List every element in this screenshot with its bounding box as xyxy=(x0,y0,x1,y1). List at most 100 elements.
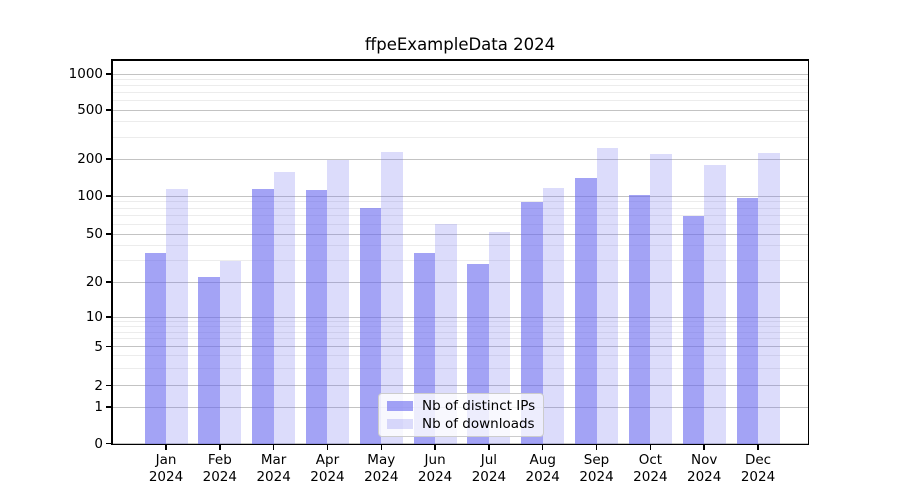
x-tick-mark xyxy=(595,445,598,450)
bar-distinct-ips xyxy=(252,189,274,445)
bar-downloads xyxy=(542,188,565,445)
y-tick-mark xyxy=(106,345,111,348)
axis-spine-right xyxy=(807,59,809,445)
x-tick-label: Mar 2024 xyxy=(256,452,291,485)
bar-downloads xyxy=(381,151,403,445)
x-tick-mark xyxy=(488,445,490,450)
bar-downloads xyxy=(488,231,511,445)
x-tick-mark xyxy=(219,445,221,450)
y-tick-mark xyxy=(106,73,111,75)
major-gridline xyxy=(111,73,809,75)
x-tick-mark xyxy=(757,445,759,450)
major-gridline xyxy=(111,346,809,347)
bar-distinct-ips xyxy=(736,198,758,445)
bar-downloads xyxy=(650,154,672,445)
bar-distinct-ips xyxy=(682,215,705,445)
minor-gridline xyxy=(111,201,809,203)
legend-label: Nb of distinct IPs xyxy=(422,398,536,414)
major-gridline xyxy=(111,385,809,386)
x-tick-label: Aug 2024 xyxy=(525,452,560,485)
bar-downloads xyxy=(758,153,780,445)
y-tick-label: 10 xyxy=(85,309,103,325)
x-tick-mark xyxy=(326,445,329,450)
bar-distinct-ips xyxy=(575,178,597,445)
minor-gridline xyxy=(111,338,809,340)
x-tick-mark xyxy=(165,445,167,450)
minor-gridline xyxy=(111,207,809,209)
bar-distinct-ips xyxy=(198,277,220,445)
axis-spine-left xyxy=(111,59,113,445)
y-tick-label: 100 xyxy=(77,188,103,204)
minor-gridline xyxy=(111,223,809,225)
legend-item: Nb of distinct IPs xyxy=(387,398,535,414)
minor-gridline xyxy=(111,85,809,87)
bar-downloads xyxy=(704,164,726,445)
y-tick-mark xyxy=(106,442,111,445)
x-tick-mark xyxy=(649,445,652,450)
legend: Nb of distinct IPs Nb of downloads xyxy=(378,393,544,437)
bar-downloads xyxy=(219,260,242,445)
legend-label: Nb of downloads xyxy=(422,416,535,432)
y-tick-mark xyxy=(106,281,111,283)
bar-downloads xyxy=(327,159,349,445)
minor-gridline xyxy=(111,121,809,123)
legend-item: Nb of downloads xyxy=(387,416,535,432)
y-tick-mark xyxy=(106,384,111,387)
minor-gridline xyxy=(111,260,809,262)
major-gridline xyxy=(111,281,809,283)
minor-gridline xyxy=(111,320,809,322)
x-tick-label: May 2024 xyxy=(364,452,399,485)
x-tick-label: Jun 2024 xyxy=(417,452,453,485)
y-tick-label: 50 xyxy=(85,226,103,242)
minor-gridline xyxy=(111,331,809,333)
bar-downloads xyxy=(435,224,457,445)
bar-distinct-ips xyxy=(305,189,328,445)
major-gridline xyxy=(111,316,809,318)
major-gridline xyxy=(111,158,809,160)
minor-gridline xyxy=(111,92,809,94)
axis-spine-top xyxy=(111,59,809,61)
y-tick-label: 1000 xyxy=(68,66,103,82)
minor-gridline xyxy=(111,325,809,327)
bar-distinct-ips xyxy=(144,252,166,445)
x-tick-mark xyxy=(434,445,436,450)
bar-distinct-ips xyxy=(359,208,382,445)
legend-swatch-downloads xyxy=(387,418,413,430)
minor-gridline xyxy=(111,215,809,217)
bar-downloads xyxy=(273,171,296,445)
major-gridline xyxy=(111,195,809,197)
y-tick-label: 200 xyxy=(77,151,103,167)
bar-downloads xyxy=(166,188,188,445)
x-tick-label: Jul 2024 xyxy=(471,452,507,485)
legend-swatch-distinct-ips xyxy=(387,400,413,412)
y-tick-mark xyxy=(106,233,111,235)
y-tick-label: 500 xyxy=(77,102,103,118)
minor-gridline xyxy=(111,355,809,357)
x-tick-mark xyxy=(703,445,705,450)
x-tick-label: Jan 2024 xyxy=(148,452,184,485)
y-tick-label: 2 xyxy=(94,377,103,394)
y-tick-mark xyxy=(106,406,111,408)
y-tick-label: 20 xyxy=(85,274,103,290)
x-tick-label: Oct 2024 xyxy=(633,452,668,485)
y-tick-mark xyxy=(106,195,111,197)
minor-gridline xyxy=(111,78,809,80)
x-tick-mark xyxy=(542,445,544,450)
x-tick-label: Apr 2024 xyxy=(310,452,345,485)
minor-gridline xyxy=(111,367,809,369)
x-tick-mark xyxy=(380,445,382,450)
major-gridline xyxy=(111,109,809,111)
minor-gridline xyxy=(111,245,809,247)
x-tick-label: Feb 2024 xyxy=(202,452,237,485)
plot-area xyxy=(111,59,809,445)
minor-gridline xyxy=(111,136,809,138)
y-tick-label: 5 xyxy=(94,338,103,355)
bar-distinct-ips xyxy=(521,201,543,445)
y-tick-label: 0 xyxy=(94,435,103,452)
x-tick-label: Nov 2024 xyxy=(686,452,722,485)
minor-gridline xyxy=(111,100,809,102)
y-tick-mark xyxy=(106,316,111,318)
y-tick-label: 1 xyxy=(94,399,103,415)
major-gridline xyxy=(111,233,809,235)
